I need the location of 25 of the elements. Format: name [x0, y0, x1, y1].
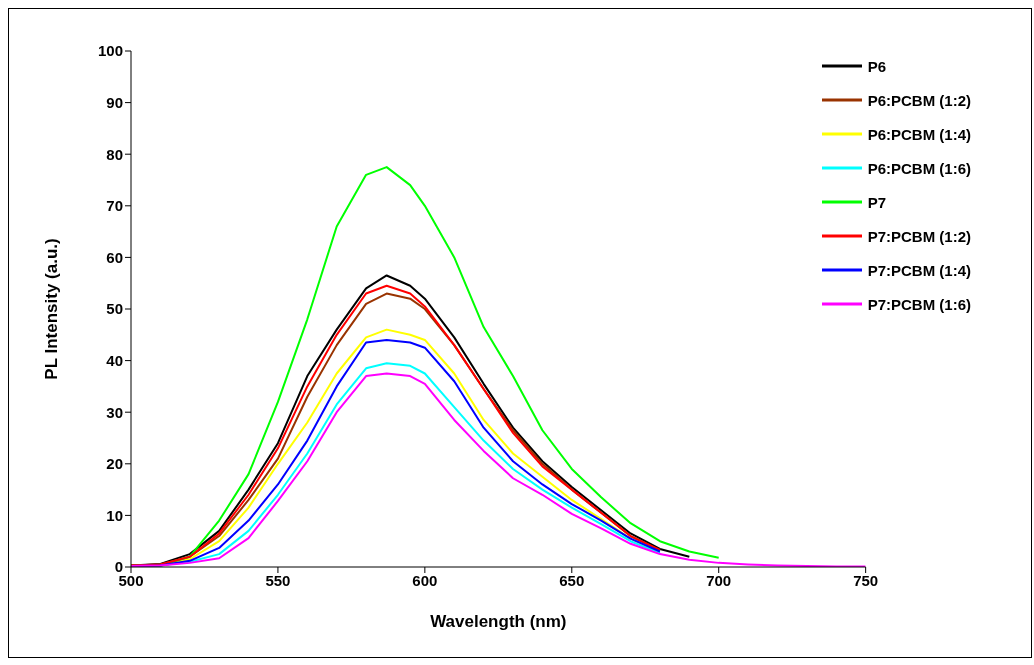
y-tick-label: 100 — [97, 42, 123, 60]
y-tick-label: 60 — [106, 248, 123, 266]
x-tick-label: 650 — [559, 571, 585, 589]
legend-label: P6:PCBM (1:4) — [867, 125, 971, 143]
legend-label: P6 — [867, 57, 886, 75]
y-tick-label: 20 — [106, 455, 123, 473]
y-tick-label: 90 — [106, 93, 123, 111]
y-tick-label: 50 — [106, 300, 123, 318]
legend-label: P6:PCBM (1:6) — [867, 159, 971, 177]
x-tick-label: 750 — [853, 571, 879, 589]
legend-label: P7:PCBM (1:6) — [867, 295, 971, 313]
x-tick-label: 550 — [265, 571, 291, 589]
x-tick-label: 600 — [412, 571, 438, 589]
legend-label: P6:PCBM (1:2) — [867, 91, 971, 109]
x-tick-label: 700 — [706, 571, 732, 589]
y-tick-label: 10 — [106, 506, 123, 524]
y-axis-title: PL Intensity (a.u.) — [42, 238, 62, 380]
legend-label: P7:PCBM (1:4) — [867, 261, 971, 279]
legend-label: P7 — [867, 193, 886, 211]
x-axis-title: Wavelength (nm) — [430, 612, 567, 631]
y-tick-label: 40 — [106, 351, 123, 369]
y-tick-label: 30 — [106, 403, 123, 421]
y-tick-label: 80 — [106, 145, 123, 163]
y-tick-label: 70 — [106, 197, 123, 215]
legend-label: P7:PCBM (1:2) — [867, 227, 971, 245]
